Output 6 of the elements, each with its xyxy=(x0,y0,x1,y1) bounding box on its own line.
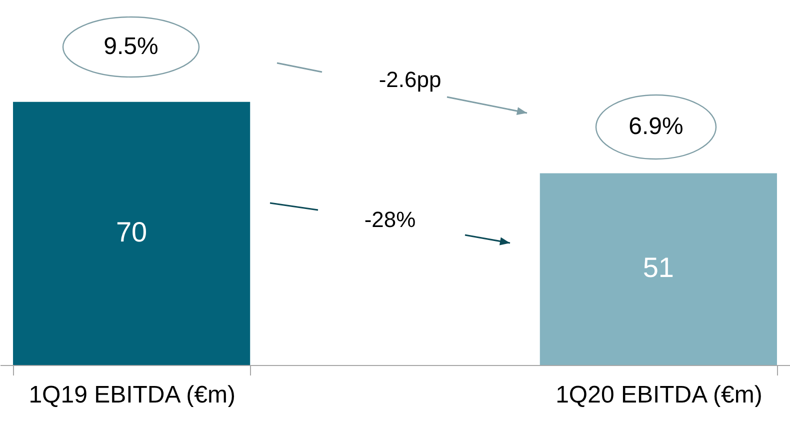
data-label: 51 xyxy=(642,252,674,284)
annotation: -28% xyxy=(364,207,416,232)
annotation: 6.9% xyxy=(628,113,684,140)
text: -2.6pp xyxy=(378,67,442,92)
text: 9.5% xyxy=(104,33,158,60)
data-label: 70 xyxy=(116,216,148,248)
